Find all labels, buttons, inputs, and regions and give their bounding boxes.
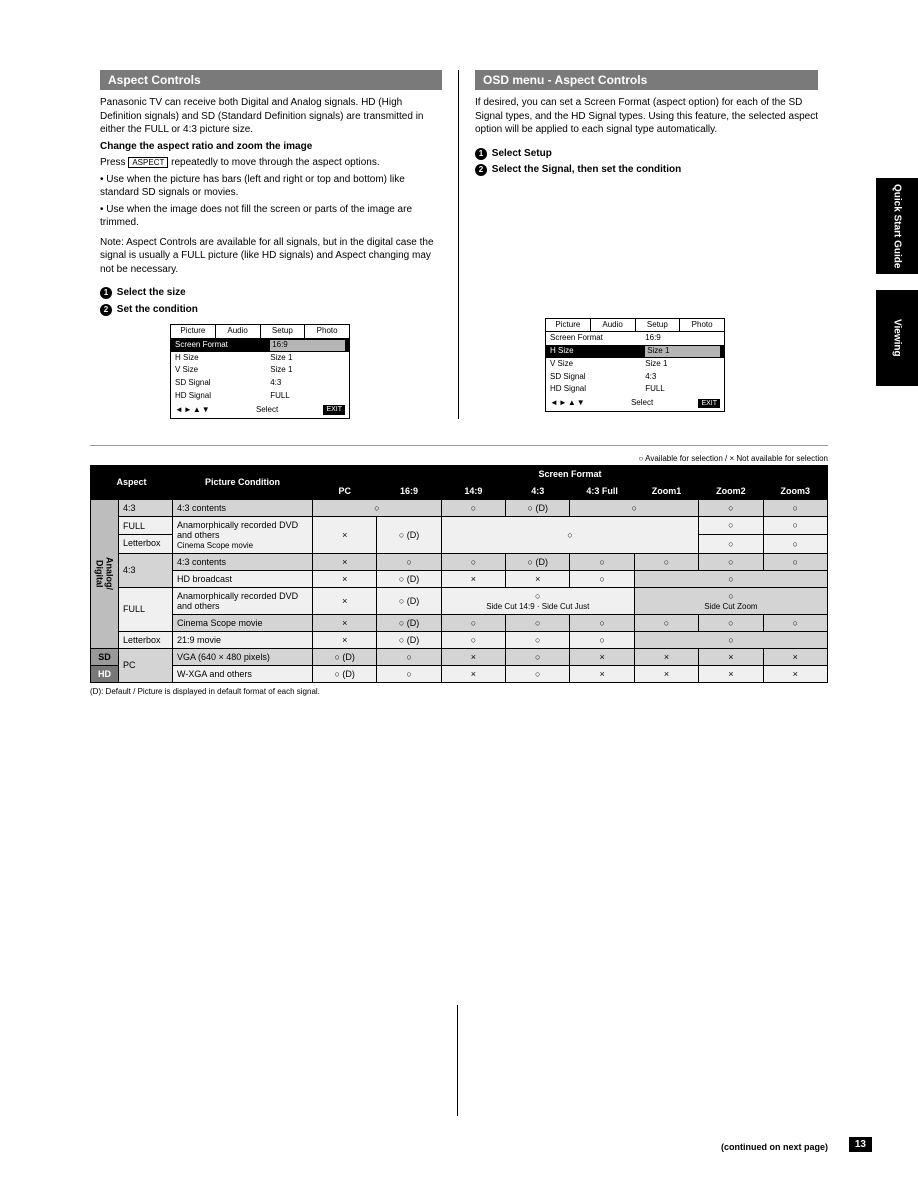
- osd-tab-audio: Audio: [216, 325, 261, 338]
- section-header-osd: OSD menu - Aspect Controls: [475, 70, 818, 90]
- right-para-1: If desired, you can set a Screen Format …: [475, 96, 818, 137]
- osd-tab-picture: Picture: [171, 325, 216, 338]
- left-note: Note: Aspect Controls are available for …: [100, 236, 442, 277]
- osd-menu-left: Picture Audio Setup Photo Screen Format1…: [170, 324, 350, 419]
- left-column: Aspect Controls Panasonic TV can receive…: [90, 70, 459, 419]
- row-cat-analog: Analog/Digital: [91, 499, 119, 648]
- table-legend: ○ Available for selection / × Not availa…: [90, 454, 828, 463]
- right-step-1: 1 Select Setup: [475, 147, 818, 161]
- page-number: 13: [849, 1137, 872, 1152]
- left-step-2: 2 Set the condition: [100, 303, 442, 317]
- left-heading: Change the aspect ratio and zoom the ima…: [100, 140, 442, 154]
- osd-exit: EXIT: [323, 405, 345, 414]
- table-footnote: (D): Default / Picture is displayed in d…: [90, 687, 828, 696]
- left-step-1: 1 Select the size: [100, 286, 442, 300]
- aspect-table: Aspect Picture Condition Screen Format P…: [90, 465, 828, 683]
- left-para-1: Panasonic TV can receive both Digital an…: [100, 96, 442, 137]
- osd-menu-right: Picture Audio Setup Photo Screen Format1…: [545, 318, 725, 413]
- continued-note: (continued on next page): [721, 1142, 828, 1152]
- right-column: OSD menu - Aspect Controls If desired, y…: [459, 70, 828, 419]
- right-step-2: 2 Select the Signal, then set the condit…: [475, 163, 818, 177]
- center-divider: [457, 1005, 458, 1116]
- left-bullet-2: • Use when the image does not fill the s…: [100, 203, 442, 230]
- osd-tab-setup: Setup: [261, 325, 306, 338]
- osd-tab-photo: Photo: [305, 325, 349, 338]
- left-bullet-1: • Use when the picture has bars (left an…: [100, 173, 442, 200]
- left-para-2: Press ASPECT repeatedly to move through …: [100, 156, 442, 170]
- section-header-aspect: Aspect Controls: [100, 70, 442, 90]
- nav-icons: ◄►▲▼: [175, 405, 211, 416]
